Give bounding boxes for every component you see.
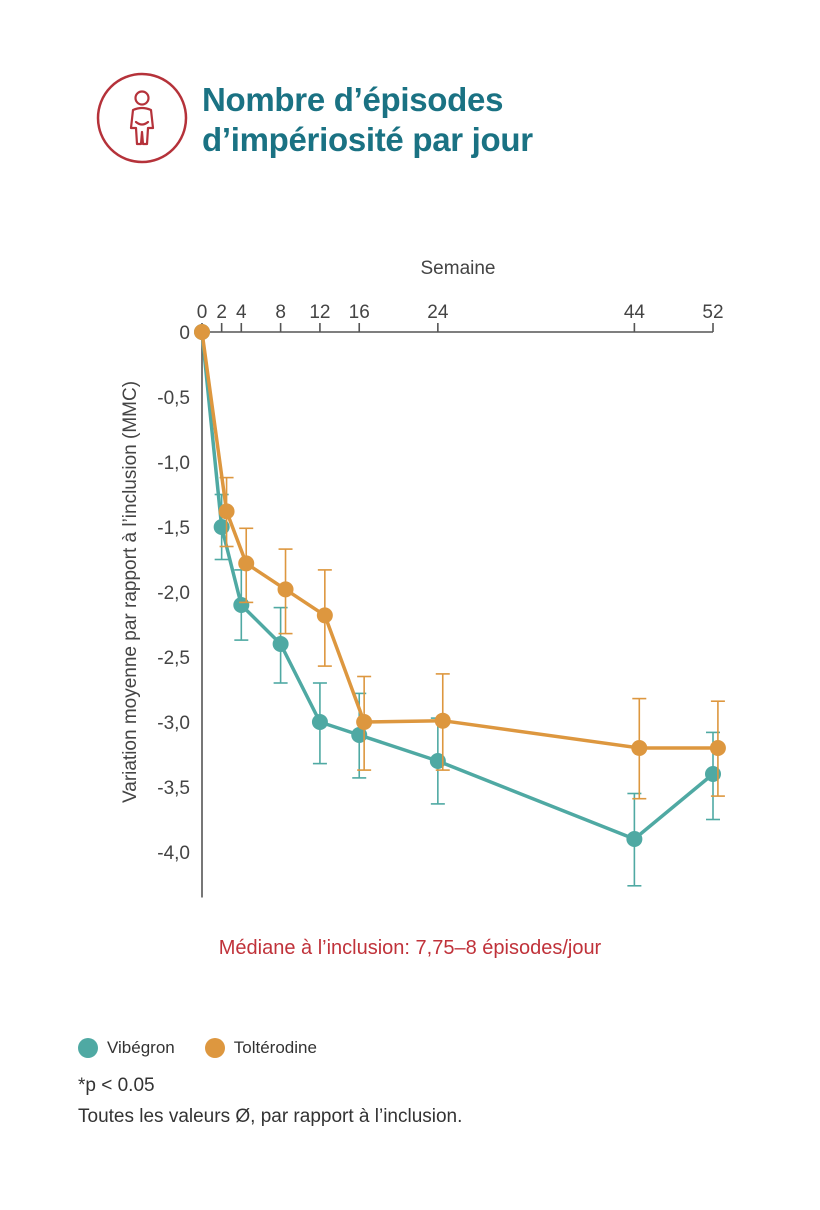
legend-swatch-tolterodine bbox=[204, 1038, 225, 1058]
chart-title: Nombre d’épisodes d’impériosité par jour bbox=[202, 80, 533, 160]
y-tick-label-0: 0 bbox=[179, 323, 190, 344]
series-line-tolterodine bbox=[200, 331, 718, 750]
legend-item-vibegron: Vibégron bbox=[78, 1038, 175, 1058]
y-tick-label--4,0: -4,0 bbox=[157, 843, 190, 864]
x-tick-label-52: 52 bbox=[702, 302, 723, 323]
y-tick-label--3,0: -3,0 bbox=[157, 713, 190, 734]
x-tick-label-2: 2 bbox=[216, 302, 227, 323]
data-point-vibegron-5 bbox=[351, 727, 368, 743]
y-tick-label--3,5: -3,5 bbox=[157, 778, 190, 799]
data-point-vibegron-8 bbox=[705, 766, 721, 782]
series-tolterodine bbox=[194, 324, 726, 800]
title-line-1: Nombre d’épisodes bbox=[202, 81, 504, 118]
legend-swatch-vibegron bbox=[78, 1038, 98, 1058]
data-point-tolterodine-4 bbox=[316, 607, 333, 624]
y-axis-title: Variation moyenne par rapport à l’inclus… bbox=[120, 381, 141, 803]
data-point-tolterodine-1 bbox=[218, 503, 235, 520]
line-chart: Semaine Variation moyenne par rapport à … bbox=[120, 258, 726, 898]
data-point-vibegron-3 bbox=[272, 636, 289, 652]
x-tick-label-24: 24 bbox=[427, 302, 449, 323]
y-tick-label--2,0: -2,0 bbox=[157, 583, 190, 604]
legend-item-tolterodine: Toltérodine bbox=[204, 1038, 317, 1058]
x-tick-label-8: 8 bbox=[275, 302, 286, 323]
legend-label-vibegron: Vibégron bbox=[107, 1038, 175, 1057]
y-tick-label--1,0: -1,0 bbox=[157, 453, 190, 474]
data-point-tolterodine-2 bbox=[238, 555, 255, 572]
series-vibegron bbox=[194, 324, 721, 887]
x-axis-title: Semaine bbox=[421, 258, 496, 279]
significance-footnote: *p < 0.05 bbox=[78, 1075, 155, 1096]
baseline-median-note: Médiane à l’inclusion: 7,75–8 épisodes/j… bbox=[218, 937, 602, 959]
y-tick-label--0,5: -0,5 bbox=[157, 388, 190, 409]
values-footnote: Toutes les valeurs Ø, par rapport à l’in… bbox=[78, 1106, 463, 1127]
person-urgency-icon bbox=[96, 72, 188, 164]
data-point-tolterodine-8 bbox=[709, 740, 726, 756]
data-point-tolterodine-5 bbox=[356, 714, 373, 730]
x-tick-label-0: 0 bbox=[197, 302, 208, 323]
data-point-tolterodine-7 bbox=[631, 740, 648, 756]
data-point-vibegron-4 bbox=[311, 714, 328, 730]
legend-label-tolterodine: Toltérodine bbox=[233, 1038, 317, 1057]
title-line-2: d’impériosité par jour bbox=[202, 121, 533, 158]
data-point-tolterodine-3 bbox=[277, 581, 294, 598]
data-point-tolterodine-6 bbox=[434, 712, 451, 729]
data-point-vibegron-6 bbox=[429, 753, 446, 769]
data-point-vibegron-2 bbox=[233, 597, 250, 613]
data-point-vibegron-1 bbox=[213, 519, 230, 535]
data-point-vibegron-7 bbox=[626, 831, 643, 847]
x-tick-label-44: 44 bbox=[624, 302, 646, 323]
x-tick-label-12: 12 bbox=[309, 302, 330, 323]
x-tick-label-4: 4 bbox=[236, 302, 247, 323]
legend: Vibégron Toltérodine bbox=[78, 1038, 347, 1058]
x-tick-label-16: 16 bbox=[349, 302, 370, 323]
data-point-tolterodine-0 bbox=[194, 324, 210, 340]
y-tick-label--2,5: -2,5 bbox=[157, 648, 190, 669]
y-tick-label--1,5: -1,5 bbox=[157, 518, 190, 539]
